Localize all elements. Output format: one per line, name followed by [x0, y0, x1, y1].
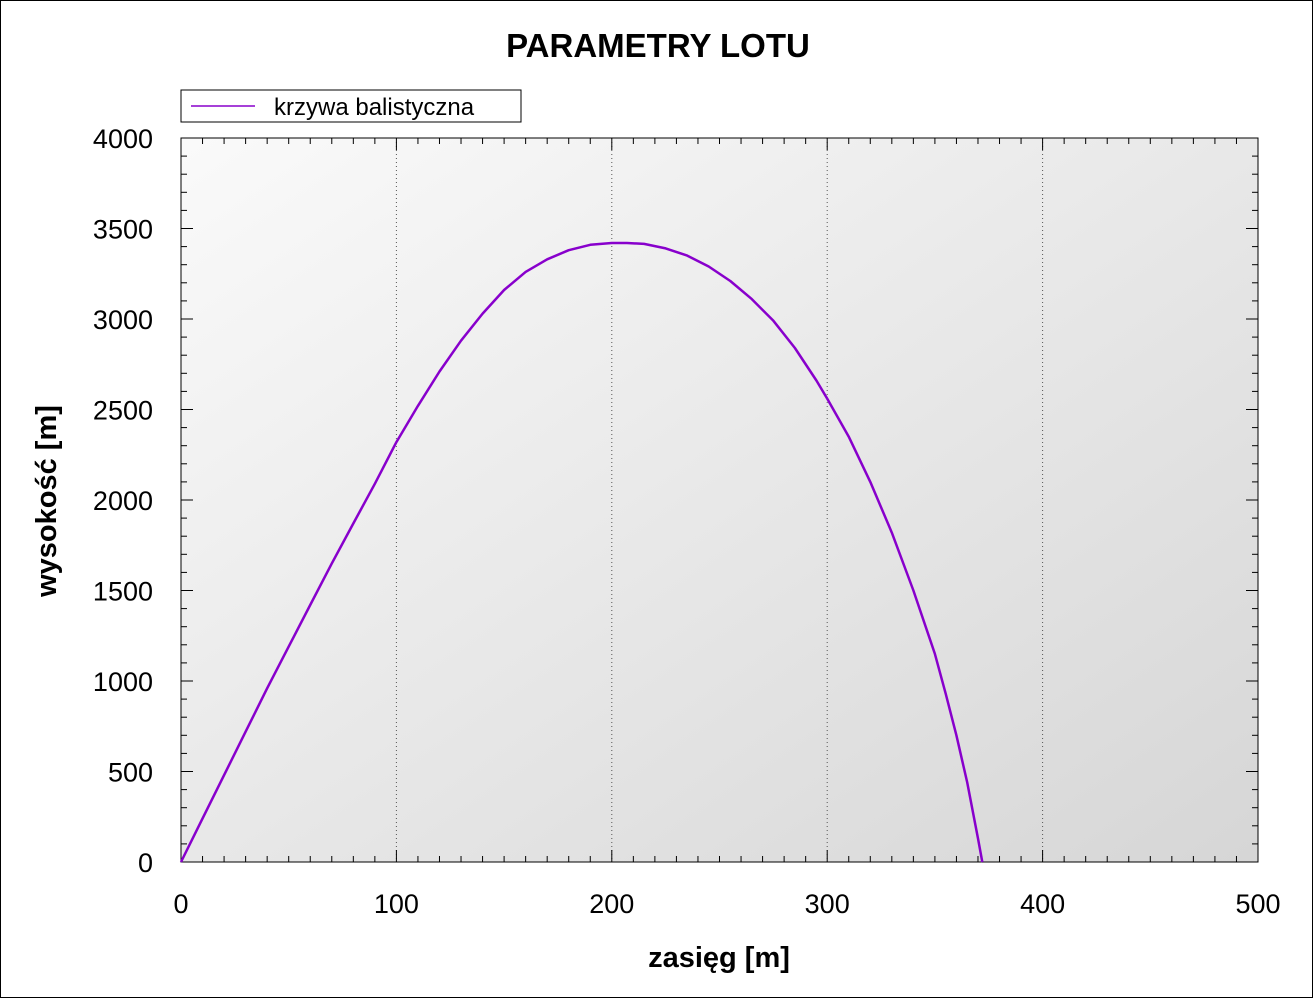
x-axis-ticks: 0 100 200 300 400 500 [173, 138, 1281, 919]
y-tick-label: 2000 [93, 486, 153, 516]
y-tick-label: 3000 [93, 305, 153, 335]
x-tick-label: 400 [1020, 889, 1065, 919]
chart-title: PARAMETRY LOTU [506, 27, 810, 64]
y-axis-ticks: 0 500 1000 1500 2000 2500 3000 3500 4000 [93, 124, 1258, 878]
y-tick-label: 2500 [93, 396, 153, 426]
y-tick-label: 3500 [93, 215, 153, 245]
grid-lines [395, 138, 1044, 862]
y-tick-label: 1000 [93, 667, 153, 697]
legend-label: krzywa balistyczna [274, 94, 475, 121]
y-axis-label: wysokość [m] [31, 405, 63, 598]
y-tick-label: 500 [108, 758, 153, 788]
y-tick-label: 0 [138, 848, 153, 878]
series-layer [179, 241, 984, 863]
series-line-ballistic-curve [179, 241, 984, 863]
x-tick-label: 500 [1235, 889, 1280, 919]
legend: krzywa balistyczna [180, 89, 522, 123]
y-tick-label: 1500 [93, 577, 153, 607]
x-axis-label: zasięg [m] [648, 942, 790, 974]
minor-ticks [181, 138, 1258, 862]
x-tick-label: 0 [173, 889, 188, 919]
plot-area [180, 137, 1259, 863]
x-tick-label: 100 [374, 889, 419, 919]
y-tick-label: 4000 [93, 124, 153, 154]
x-tick-label: 200 [589, 889, 634, 919]
x-tick-label: 300 [805, 889, 850, 919]
